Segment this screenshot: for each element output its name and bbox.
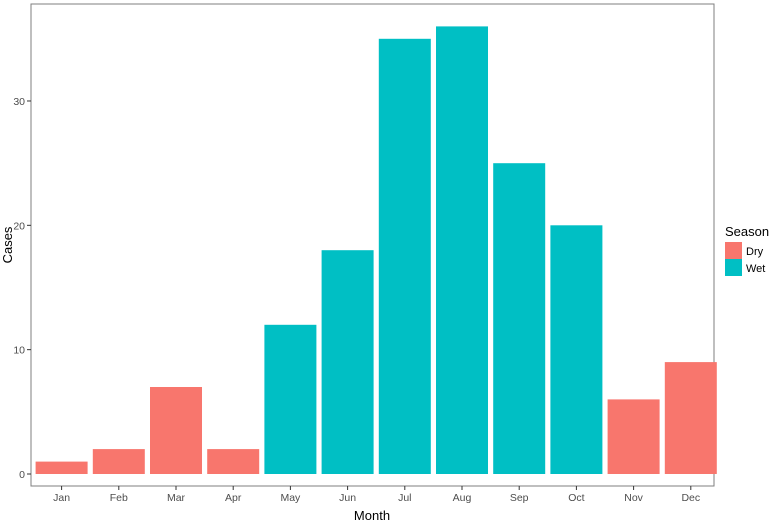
y-tick-label: 20 xyxy=(13,220,25,232)
x-tick-label: Sep xyxy=(510,492,529,504)
x-tick-label: Nov xyxy=(624,492,643,504)
bars-layer xyxy=(35,26,717,475)
bar-jan xyxy=(35,461,88,474)
legend: Season Dry Wet xyxy=(725,224,769,276)
y-tick-label: 30 xyxy=(13,96,25,108)
bar-may xyxy=(264,324,317,474)
x-tick-label: Jun xyxy=(339,492,356,504)
y-tick-label: 0 xyxy=(19,469,25,481)
legend-key-wet xyxy=(725,259,742,276)
bar-oct xyxy=(550,225,603,474)
y-tick-label: 10 xyxy=(13,345,25,357)
x-tick-label: May xyxy=(280,492,301,504)
legend-title: Season xyxy=(725,224,769,239)
legend-label-wet: Wet xyxy=(746,263,765,275)
bar-sep xyxy=(493,163,546,474)
bar-apr xyxy=(207,449,260,474)
y-axis-title: Cases xyxy=(0,226,15,263)
x-tick-label: Mar xyxy=(167,492,186,504)
x-tick-label: Aug xyxy=(453,492,472,504)
bar-jun xyxy=(321,250,374,474)
x-tick-label: Jan xyxy=(53,492,70,504)
legend-key-dry xyxy=(725,242,742,259)
bar-mar xyxy=(150,387,202,474)
x-tick-label: Apr xyxy=(225,492,242,504)
x-tick-label: Dec xyxy=(681,492,700,504)
x-tick-label: Jul xyxy=(398,492,411,504)
bar-aug xyxy=(436,26,488,475)
x-tick-label: Oct xyxy=(568,492,584,504)
bar-dec xyxy=(664,362,717,474)
bar-feb xyxy=(92,449,145,474)
legend-label-dry: Dry xyxy=(746,246,764,258)
x-axis-title: Month xyxy=(354,508,390,523)
x-axis: Jan Feb Mar Apr May Jun Jul Aug Sep Oct Nov Dec xyxy=(53,486,700,504)
bar-nov xyxy=(607,399,660,474)
bar-jul xyxy=(378,38,431,475)
y-axis: 0 10 20 30 xyxy=(13,96,31,481)
x-tick-label: Feb xyxy=(110,492,128,504)
